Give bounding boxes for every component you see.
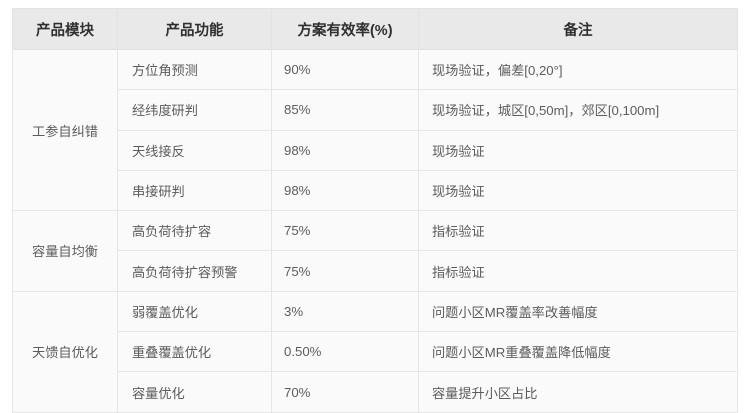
table-header: 产品模块 产品功能 方案有效率(%) 备注	[12, 8, 738, 50]
rate-cell: 98%	[271, 129, 419, 171]
remark-cell: 指标验证	[418, 210, 738, 252]
product-capability-table-container: 产品模块 产品功能 方案有效率(%) 备注 工参自纠错 方位角预测 90% 现场…	[12, 8, 738, 413]
feature-cell: 弱覆盖优化	[117, 290, 272, 333]
group-label-cell: 容量自均衡	[12, 210, 118, 292]
feature-cell: 天线接反	[117, 129, 272, 171]
table-row: 容量自均衡 高负荷待扩容 75% 指标验证	[12, 210, 738, 292]
column-header-rate: 方案有效率(%)	[271, 8, 419, 50]
rate-cell: 90%	[271, 48, 419, 91]
table-row: 高负荷待扩容预警 75% 指标验证	[13, 250, 738, 292]
remark-cell: 问题小区MR覆盖率改善幅度	[418, 290, 738, 333]
feature-cell: 高负荷待扩容	[117, 210, 272, 252]
table-header-row: 产品模块 产品功能 方案有效率(%) 备注	[12, 8, 738, 50]
group-label-cell: 天馈自优化	[12, 290, 118, 413]
remark-cell: 指标验证	[418, 250, 738, 292]
table-row: 天线接反 98% 现场验证	[13, 129, 738, 171]
remark-cell: 现场验证，城区[0,50m]，郊区[0,100m]	[418, 89, 738, 131]
feature-cell: 经纬度研判	[117, 89, 272, 131]
rate-cell: 3%	[271, 290, 419, 333]
feature-cell: 串接研判	[117, 169, 272, 212]
table-body: 工参自纠错 方位角预测 90% 现场验证，偏差[0,20°] 经纬度研判 85%…	[12, 48, 738, 413]
column-header-module: 产品模块	[12, 8, 118, 50]
table-row: 工参自纠错 方位角预测 90% 现场验证，偏差[0,20°]	[12, 48, 738, 212]
remark-cell: 容量提升小区占比	[418, 371, 738, 413]
feature-cell: 重叠覆盖优化	[117, 331, 272, 373]
table-row: 重叠覆盖优化 0.50% 问题小区MR重叠覆盖降低幅度	[13, 331, 738, 373]
table-row: 容量优化 70% 容量提升小区占比	[13, 371, 738, 413]
group-label-cell: 工参自纠错	[12, 48, 118, 212]
remark-cell: 问题小区MR重叠覆盖降低幅度	[418, 331, 738, 373]
rate-cell: 75%	[271, 250, 419, 292]
remark-cell: 现场验证，偏差[0,20°]	[418, 48, 738, 91]
rate-cell: 85%	[271, 89, 419, 131]
feature-cell: 高负荷待扩容预警	[117, 250, 272, 292]
table-row: 天馈自优化 弱覆盖优化 3% 问题小区MR覆盖率改善幅度	[12, 290, 738, 413]
feature-cell: 容量优化	[117, 371, 272, 413]
table-row: 串接研判 98% 现场验证	[13, 169, 738, 212]
rate-cell: 98%	[271, 169, 419, 212]
rate-cell: 0.50%	[271, 331, 419, 373]
remark-cell: 现场验证	[418, 129, 738, 171]
table-row: 经纬度研判 85% 现场验证，城区[0,50m]，郊区[0,100m]	[13, 89, 738, 131]
feature-cell: 方位角预测	[117, 48, 272, 91]
rate-cell: 75%	[271, 210, 419, 252]
remark-cell: 现场验证	[418, 169, 738, 212]
column-header-remark: 备注	[418, 8, 738, 50]
column-header-feature: 产品功能	[117, 8, 272, 50]
rate-cell: 70%	[271, 371, 419, 413]
product-capability-table: 产品模块 产品功能 方案有效率(%) 备注 工参自纠错 方位角预测 90% 现场…	[12, 8, 738, 413]
